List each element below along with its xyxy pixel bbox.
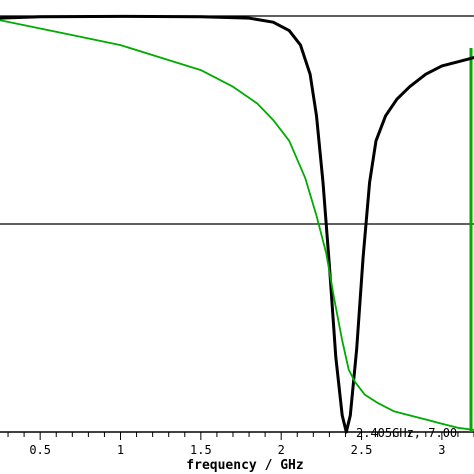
x-tick-label: 3 xyxy=(438,443,445,457)
x-axis-label: frequency / GHz xyxy=(186,458,303,473)
x-tick-label: 2 xyxy=(278,443,285,457)
x-tick-label: 1 xyxy=(117,443,124,457)
marker-annotation: 2.405GHz, 7.00 xyxy=(356,426,457,440)
series-line-2 xyxy=(0,19,474,431)
series-line-1 xyxy=(0,14,474,434)
x-tick-label: 2.5 xyxy=(351,443,373,457)
x-tick-label: 0.5 xyxy=(29,443,51,457)
x-tick-label: 1.5 xyxy=(190,443,212,457)
